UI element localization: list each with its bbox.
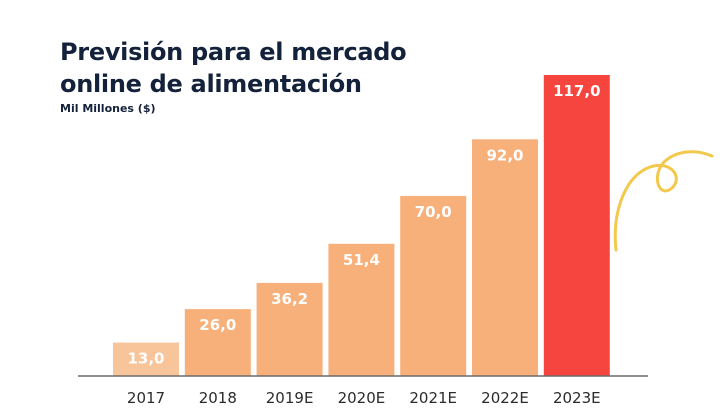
value-label-2023E: 117,0	[553, 82, 600, 100]
bars-group	[113, 75, 610, 376]
bar-2017	[113, 342, 179, 376]
decorative-squiggle	[613, 150, 714, 252]
value-label-2022E: 92,0	[486, 146, 523, 164]
value-label-2018: 26,0	[199, 316, 236, 334]
tick-label-2018: 2018	[199, 389, 237, 407]
value-label-2020E: 51,4	[343, 251, 380, 269]
bar-2023E	[543, 75, 610, 376]
tick-label-2019E: 2019E	[266, 389, 314, 407]
chart-title: Previsión para el mercado online de alim…	[60, 36, 420, 100]
tick-label-2017: 2017	[127, 389, 165, 407]
chart-subtitle: Mil Millones ($)	[60, 102, 156, 115]
tick-label-2021E: 2021E	[409, 389, 457, 407]
bar-2020E	[328, 243, 395, 376]
bar-2022E	[472, 139, 538, 376]
value-labels-group: 13,0 26,0 36,2 51,4 70,0 92,0 117,0	[127, 82, 600, 368]
chart-title-line-1: Previsión para el mercado	[60, 38, 407, 66]
value-label-2021E: 70,0	[415, 203, 452, 221]
tick-label-2022E: 2022E	[481, 389, 529, 407]
tick-label-2020E: 2020E	[338, 389, 386, 407]
tick-labels-group: 2017 2018 2019E 2020E 2021E 2022E 2023E	[127, 389, 601, 407]
value-label-2017: 13,0	[127, 350, 164, 368]
chart-title-line-2: online de alimentación	[60, 70, 362, 98]
bar-2019E	[256, 282, 323, 376]
bar-2021E	[400, 195, 467, 376]
tick-label-2023E: 2023E	[553, 389, 601, 407]
bar-2018	[184, 309, 251, 376]
value-label-2019E: 36,2	[271, 290, 308, 308]
